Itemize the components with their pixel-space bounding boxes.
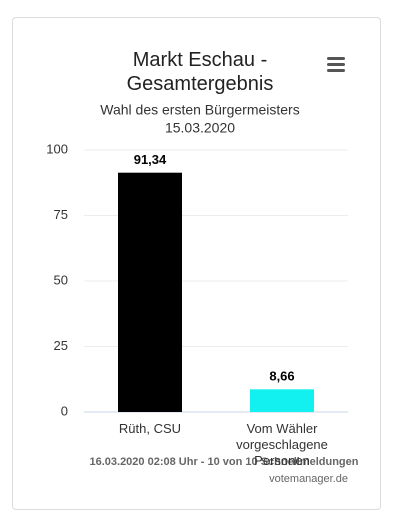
- menu-bar: [327, 63, 345, 66]
- y-tick-label: 25: [54, 338, 68, 353]
- y-tick-label: 0: [61, 403, 68, 418]
- y-tick-label: 75: [54, 207, 68, 222]
- y-tick-label: 100: [46, 141, 68, 156]
- bar: [250, 389, 314, 412]
- x-tick-label: Rüth, CSU: [118, 421, 182, 436]
- data-label: 8,66: [269, 369, 294, 384]
- chart-subtitle: 15.03.2020: [165, 120, 235, 136]
- menu-button[interactable]: [327, 57, 345, 72]
- x-tick-label: Vom Wähler vorgeschlagene Personen: [236, 421, 328, 468]
- menu-bar: [327, 57, 345, 60]
- menu-bar: [327, 69, 345, 72]
- credits[interactable]: votemanager.de: [269, 473, 348, 485]
- bar: [118, 172, 182, 412]
- chart-card: [12, 17, 381, 510]
- data-label: 91,34: [134, 152, 167, 167]
- y-tick-label: 50: [54, 272, 68, 287]
- caption: 16.03.2020 02:08 Uhr - 10 von 10 Schnell…: [89, 456, 358, 468]
- chart-subtitle: Wahl des ersten Bürgermeisters: [100, 102, 299, 118]
- chart-title: Markt Eschau - Gesamtergebnis: [126, 49, 274, 95]
